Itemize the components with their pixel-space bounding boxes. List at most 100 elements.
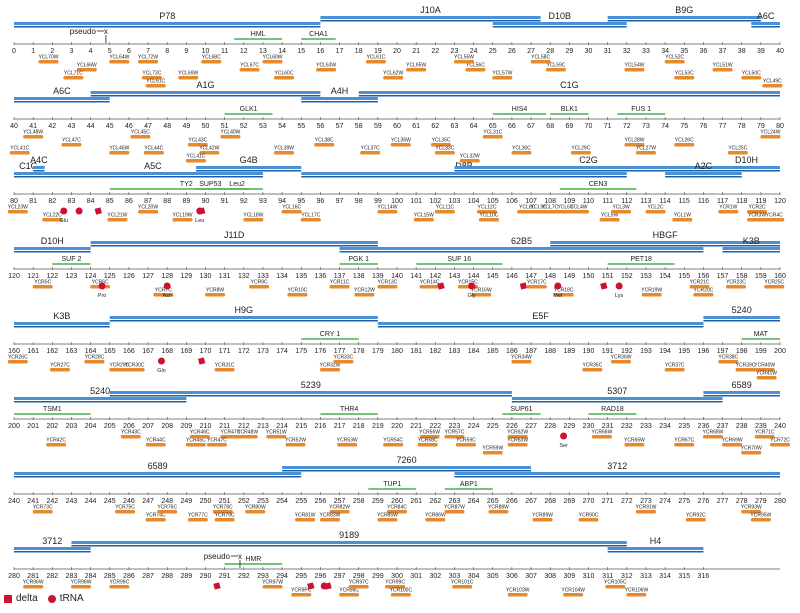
feature-label: Gly [468, 293, 477, 299]
cosmid-label: K3B [53, 311, 70, 321]
axis-tick-label: 177 [334, 348, 346, 355]
axis-tick-label: 247 [142, 498, 154, 505]
axis-tick-label: 95 [297, 198, 305, 205]
gene-bar [383, 443, 404, 447]
axis-tick-label: 17 [336, 48, 344, 55]
axis-tick-label: 84 [87, 198, 95, 205]
gene-bar [454, 60, 475, 64]
axis-tick-label: 157 [717, 273, 729, 280]
gene-bar [477, 210, 498, 214]
gene-label: YCL41C [186, 154, 205, 160]
cosmid-bar-underline [195, 170, 302, 172]
gene-label: YCR70W [741, 446, 762, 452]
gene-label: YCR44C [146, 438, 166, 444]
cosmid-bar-underline [607, 551, 704, 553]
axis-tick-label: 52 [240, 123, 248, 130]
axis-tick-label: 7 [146, 48, 150, 55]
gene-label: YCR65W [624, 438, 645, 444]
cosmid-bar-underline [42, 176, 263, 178]
axis-tick-label: 53 [259, 123, 267, 130]
gene-bar [431, 143, 452, 147]
axis-tick-label: 256 [315, 498, 327, 505]
axis-tick-label: 80 [10, 198, 18, 205]
axis-tick-label: 9 [184, 48, 188, 55]
gene-label: YCR41W [756, 371, 777, 377]
axis-tick-label: 178 [353, 348, 365, 355]
cosmid-label: P78 [159, 11, 175, 21]
gene-label: YCR68W [703, 430, 724, 436]
cosmid-label: 3712 [607, 461, 627, 471]
gene-label: YCL55W [454, 55, 474, 61]
trna-marker [157, 357, 165, 365]
axis-tick-label: 97 [336, 198, 344, 205]
axis-tick-label: 88 [163, 198, 171, 205]
gene-label: YCR99C [385, 580, 405, 586]
axis-tick-label: 252 [238, 498, 250, 505]
axis-tick-label: 54 [278, 123, 286, 130]
gene-label: YCR90C [579, 513, 599, 519]
delta-marker [324, 582, 332, 590]
gene-label: YCL11C [436, 205, 455, 211]
axis-tick-label: 238 [736, 423, 748, 430]
gene-label: YCL53C [675, 71, 694, 77]
cosmid-label: H9G [235, 305, 254, 315]
gene-bar [7, 360, 28, 364]
axis-tick-label: 49 [182, 123, 190, 130]
gene-label: YCR66W [591, 430, 612, 436]
axis-tick-label: 112 [621, 198, 632, 205]
axis-tick-label: 219 [372, 423, 384, 430]
axis-tick-label: 18 [355, 48, 363, 55]
gene-bar [206, 443, 227, 447]
delta-marker [600, 282, 608, 290]
axis-tick-label: 196 [698, 348, 710, 355]
axis-tick-label: 302 [429, 573, 441, 580]
gene-label: YCR97C [349, 580, 369, 586]
gene-bar [419, 285, 440, 289]
axis-tick-label: 298 [353, 573, 365, 580]
pseudo-x: x [238, 552, 242, 561]
gene-bar [185, 443, 206, 447]
cosmid-bar [14, 22, 321, 25]
axis-tick-label: 240 [774, 423, 786, 430]
axis-tick-label: 169 [181, 348, 193, 355]
axis-tick-label: 137 [334, 273, 346, 280]
cosmid-label: A2C [695, 161, 713, 171]
gene-bar [756, 376, 777, 380]
gene-label: YCR100C [390, 588, 413, 594]
gene-label: YCR39C [736, 363, 756, 369]
gene-label: YCL25C [728, 146, 747, 152]
gene-bar [285, 443, 306, 447]
gene-bar [172, 218, 193, 222]
gene-label: YCL23W [8, 205, 28, 211]
cosmid-bar-underline [377, 326, 704, 328]
axis-tick-label: 100 [391, 198, 403, 205]
cosmid-bar [607, 547, 704, 550]
gene-label: YCL27W [636, 146, 656, 152]
gene-label: YCL35C [432, 138, 451, 144]
gene-label: YCL21W [107, 213, 127, 219]
gene-bar [599, 218, 620, 222]
marker-label: BLK1 [561, 106, 578, 113]
gene-bar [199, 151, 220, 155]
cosmid-bar-underline [492, 26, 627, 28]
axis-tick-label: 205 [104, 423, 116, 430]
axis-tick-label: 217 [334, 423, 346, 430]
gene-label: YCR91W [636, 505, 657, 511]
axis-tick-label: 285 [104, 573, 116, 580]
axis-tick-label: 27 [527, 48, 535, 55]
gene-bar [747, 218, 768, 222]
gene-label: YCR45C [186, 438, 206, 444]
gene-label: YCL30C [512, 146, 531, 152]
gene-bar [390, 143, 411, 147]
gene-bar [754, 435, 775, 439]
gene-bar [693, 293, 714, 297]
axis-tick-label: 264 [468, 498, 480, 505]
trna-marker [560, 432, 568, 440]
gene-label: YCR84C [387, 505, 407, 511]
axis-tick-label: 0 [12, 48, 16, 55]
axis-tick-label: 200 [774, 348, 786, 355]
axis-tick-label: 237 [717, 423, 729, 430]
gene-label: YCL41C [10, 146, 29, 152]
cosmid-label: K3B [743, 236, 760, 246]
gene-label: YCR79C [215, 513, 235, 519]
